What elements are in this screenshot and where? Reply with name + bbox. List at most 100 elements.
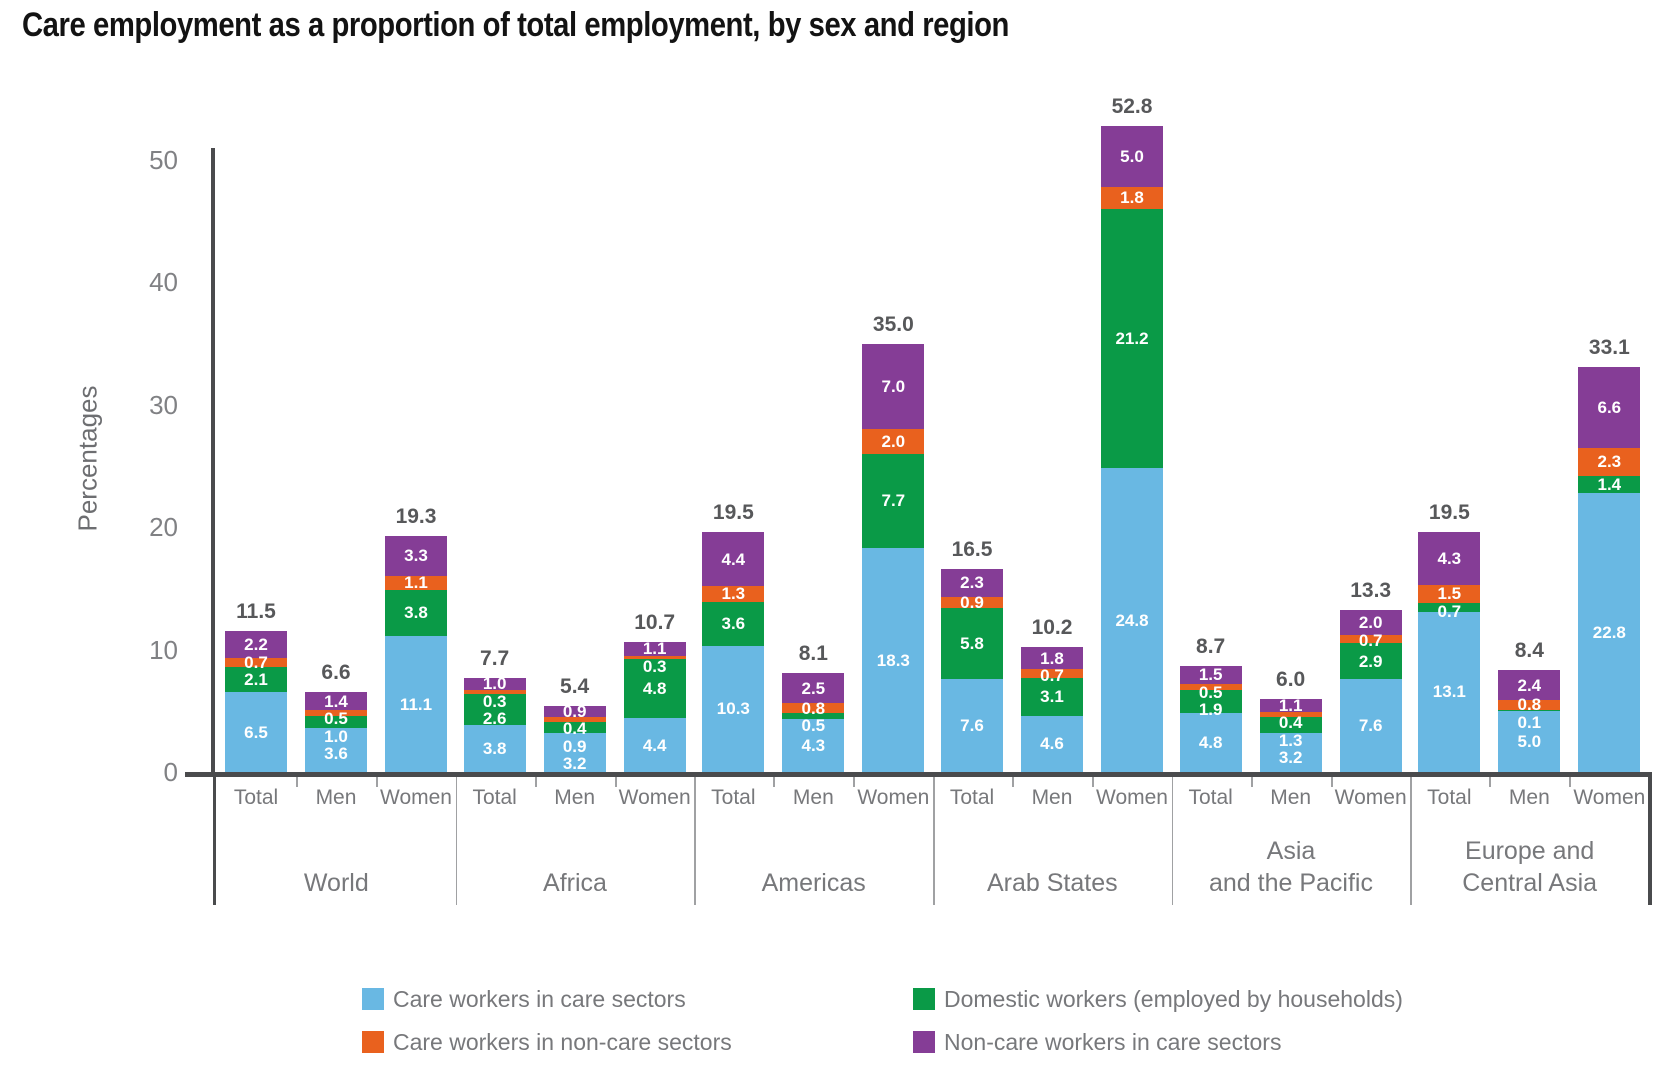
segment-value-label: 4.8 (1198, 733, 1223, 753)
bar-segment-noncare_care (225, 631, 287, 659)
bar-segment-care_noncare (1179, 683, 1242, 690)
legend-swatch-noncare_care (913, 1031, 935, 1053)
bar-segment-care_noncare (862, 429, 925, 454)
y-axis-title: Percentages (72, 385, 103, 532)
bar-total-label: 6.0 (1276, 667, 1306, 691)
bar-segment-care_noncare (1578, 447, 1641, 476)
category-tick (296, 777, 298, 787)
segment-value-label: 3.1 (1040, 687, 1064, 707)
bar-total-label: 8.1 (798, 641, 828, 665)
bar-total-label: 6.6 (321, 661, 351, 685)
category-tick (376, 777, 378, 787)
bar-segment-care_noncare (623, 655, 686, 660)
bar-segment-noncare_care (941, 568, 1003, 597)
group-divider (1410, 777, 1412, 905)
segment-value-label: 3.8 (482, 739, 507, 759)
legend-item-noncare_care: Non-care workers in care sectors (913, 1028, 1281, 1056)
bar-segment-domestic (941, 607, 1003, 679)
segment-value-label: 10.3 (716, 699, 750, 719)
frame-right-line (1648, 772, 1652, 905)
bar-segment-domestic (543, 721, 606, 733)
legend-item-care_noncare: Care workers in non-care sectors (362, 1028, 732, 1056)
bar-segment-domestic (862, 453, 925, 548)
category-tick (1012, 777, 1014, 787)
bar-segment-domestic (225, 666, 287, 693)
bar-segment-care_care (305, 727, 367, 772)
segment-value-label: 2.1 (244, 670, 268, 690)
category-tick-label: Men (554, 786, 596, 809)
region-label: Central Asia (1462, 869, 1598, 897)
region-label: Europe and (1465, 837, 1595, 865)
bar-segment-care_noncare (543, 716, 606, 722)
segment-value-label: 0.9 (562, 736, 587, 756)
segment-value-label: 13.1 (1432, 682, 1466, 702)
bar-segment-care_noncare (1418, 584, 1481, 604)
segment-value-label: 7.7 (881, 491, 906, 511)
bar-segment-care_care (1578, 492, 1641, 772)
segment-value-label: 4.3 (1437, 548, 1462, 568)
segment-value-label: 1.0 (482, 674, 507, 694)
segment-value-label: 1.5 (1198, 665, 1223, 685)
category-tick-label: Total (233, 786, 279, 809)
y-tick-label: 30 (149, 389, 178, 420)
bar-segment-care_noncare (1101, 186, 1163, 209)
frame-left-line (213, 777, 216, 905)
bar-segment-care_care (1418, 611, 1481, 772)
segment-value-label: 1.4 (1597, 474, 1622, 494)
segment-value-label: 6.5 (244, 722, 268, 742)
segment-value-label: 2.0 (881, 432, 906, 452)
segment-value-label: 0.5 (324, 709, 348, 728)
bar-segment-domestic (385, 589, 447, 637)
y-axis-line (211, 148, 215, 772)
category-tick-label: Men (1508, 786, 1550, 809)
y-tick-label: 40 (149, 267, 178, 298)
segment-value-label: 1.1 (642, 639, 667, 659)
bar-total-label: 7.7 (480, 646, 510, 670)
bar-segment-care_care (1101, 468, 1163, 772)
segment-value-label: 1.1 (1278, 695, 1303, 715)
segment-value-label: 2.3 (1597, 452, 1622, 472)
segment-value-label: 0.4 (1278, 713, 1303, 733)
segment-value-label: 2.0 (1358, 613, 1383, 633)
category-tick-label: Total (711, 786, 756, 809)
bar-segment-care_noncare (385, 576, 447, 590)
segment-value-label: 1.8 (1120, 188, 1144, 208)
y-tick-label: 50 (149, 145, 178, 175)
bar-segment-care_noncare (1339, 634, 1402, 644)
bar-segment-care_noncare (941, 596, 1003, 608)
bar-segment-care_care (543, 732, 606, 772)
bar-segment-noncare_care (1101, 125, 1163, 187)
bar-segment-domestic (1498, 709, 1561, 711)
bar-segment-noncare_care (543, 705, 606, 717)
segment-value-label: 0.7 (244, 652, 268, 672)
segment-value-label: 0.1 (1517, 712, 1542, 732)
bar-segment-domestic (1179, 689, 1242, 714)
bar-segment-noncare_care (1259, 698, 1322, 712)
y-tick-label: 0 (163, 757, 178, 787)
segment-value-label: 0.5 (1198, 682, 1223, 702)
segment-value-label: 5.0 (1120, 146, 1144, 166)
bar-segment-care_care (623, 718, 686, 772)
segment-value-label: 1.8 (1040, 648, 1064, 668)
segment-value-label: 3.2 (562, 754, 587, 774)
segment-value-label: 2.5 (801, 678, 826, 698)
bar-total-label: 10.7 (634, 611, 676, 635)
legend-label: Care workers in care sectors (393, 985, 686, 1012)
segment-value-label: 4.4 (642, 735, 667, 755)
segment-value-label: 1.5 (1437, 584, 1462, 604)
bar-segment-care_noncare (305, 709, 367, 716)
bar-segment-domestic (1418, 603, 1481, 612)
category-tick-label: Women (857, 786, 930, 809)
bar-segment-noncare_care (1418, 532, 1481, 585)
legend-item-domestic: Domestic workers (employed by households… (913, 985, 1403, 1013)
bar-segment-care_care (225, 692, 287, 772)
bar-segment-domestic (1259, 716, 1322, 733)
segment-value-label: 0.9 (562, 701, 587, 721)
segment-value-label: 7.6 (1358, 715, 1383, 735)
segment-value-label: 1.9 (1198, 700, 1223, 720)
bar-segment-care_noncare (1498, 699, 1561, 710)
x-axis-line (185, 772, 1652, 777)
group-divider (1171, 777, 1174, 905)
segment-value-label: 3.2 (1278, 748, 1303, 768)
